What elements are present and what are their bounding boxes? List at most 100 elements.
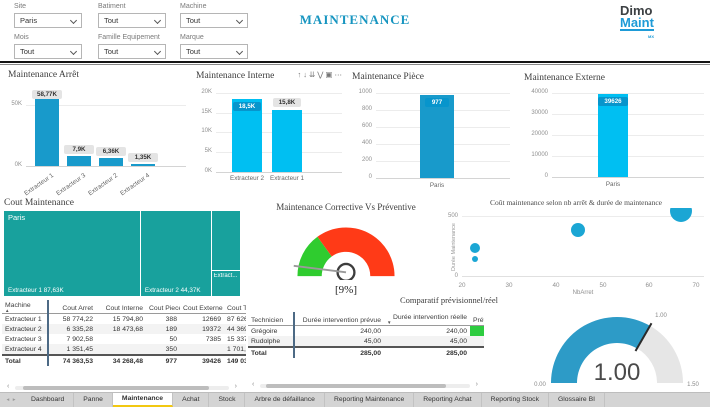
x-axis (216, 172, 342, 173)
chart-title: Maintenance Corrective Vs Préventive (276, 202, 416, 212)
col-header-previsionnel[interactable]: Prévisionnel v (470, 312, 484, 326)
cell: Rudolphe (248, 336, 295, 347)
tab-achat[interactable]: Achat (173, 393, 210, 407)
treemap-block-small-top[interactable] (211, 211, 240, 272)
scrollbar-thumb[interactable] (266, 384, 446, 388)
table-total-row: Total 74 363,53 34 268,48 977 39426 149 … (2, 354, 246, 366)
col-header-cout-externe[interactable]: Cout Externe (180, 300, 224, 314)
gauge-green-segment (297, 236, 332, 277)
bar-paris[interactable] (420, 95, 454, 178)
bubble-point[interactable] (472, 256, 478, 262)
scroll-right-icon[interactable]: › (234, 383, 237, 390)
drill-down-icon[interactable]: ↓ (303, 70, 309, 79)
col-header-duree-reelle[interactable]: Durée intervention réelle ▼ (384, 312, 470, 326)
chart-title: Maintenance Externe (524, 73, 605, 83)
gridline (376, 93, 510, 94)
gauge-arc (293, 227, 395, 280)
treemap-block-extracteur-1[interactable]: Paris Extracteur 1 87,63K (4, 211, 141, 296)
bar-extracteur-1[interactable] (35, 95, 59, 166)
gauge-min-label: 0.00 (534, 382, 546, 388)
tab-panne[interactable]: Panne (74, 393, 113, 407)
gridline (552, 114, 704, 115)
scroll-left-icon[interactable]: ‹ (252, 381, 255, 388)
y-tick: 0K (204, 168, 212, 174)
table-total-row: Total 285,00 285,00 (248, 346, 484, 358)
tab-nav-right-icon[interactable]: ▸ (12, 397, 16, 403)
treemap-label: Extracteur 2 44,37K (144, 287, 201, 294)
treemap-area: Paris Extracteur 1 87,63K Extracteur 2 4… (4, 211, 240, 296)
col-header-cout-arret[interactable]: Cout Arret (48, 300, 96, 314)
bar-paris[interactable] (598, 94, 628, 177)
y-axis-label: Durée Maintenance (451, 223, 457, 272)
tab-nav-left-icon[interactable]: ◂ (6, 397, 10, 403)
cell: Total (2, 354, 49, 366)
bubble-point[interactable] (571, 223, 585, 237)
tab-reporting-stock[interactable]: Reporting Stock (482, 393, 549, 407)
bar-extracteur-2[interactable] (99, 158, 123, 166)
more-options-icon[interactable]: ⋯ (334, 70, 344, 79)
bubble-point[interactable] (670, 208, 692, 222)
y-tick: 5K (204, 148, 212, 154)
bar-extracteur-4[interactable] (131, 164, 155, 166)
scroll-left-icon[interactable]: ‹ (7, 383, 10, 390)
cell: 15 337,5 (227, 335, 246, 343)
tab-glossaire-bi[interactable]: Glossaire BI (549, 393, 605, 407)
col-header-machine[interactable]: Machine ▲ (2, 300, 49, 314)
cell: 240,00 (446, 327, 467, 335)
filter-batiment-value: Tout (104, 16, 119, 25)
bar-extracteur-2[interactable] (232, 99, 262, 172)
tab-maintenance[interactable]: Maintenance (112, 393, 174, 407)
gauge-red-segment (317, 227, 395, 277)
data-label: 977 (425, 98, 449, 107)
y-tick: 600 (361, 123, 372, 129)
cell: 44 369,9 (224, 324, 246, 334)
filter-batiment[interactable]: Tout (98, 13, 166, 28)
cell: 19372 (180, 324, 224, 334)
filter-marque[interactable]: Tout (180, 44, 248, 59)
bar-extracteur-3[interactable] (67, 156, 91, 166)
filter-label-mois: Mois (14, 34, 29, 41)
col-header-duree-prevue[interactable]: Durée intervention prévue (294, 312, 384, 326)
filter-machine[interactable]: Tout (180, 13, 248, 28)
cell: 388 (165, 315, 177, 323)
filter-label-famille: Famille Equipement (98, 34, 160, 41)
scrollbar-thumb[interactable] (23, 386, 209, 390)
scroll-right-icon[interactable]: › (475, 381, 478, 388)
filter-mois[interactable]: Tout (14, 44, 82, 59)
drill-next-level-icon[interactable]: ⇊ (308, 70, 318, 79)
cell (470, 346, 484, 358)
cell (180, 344, 224, 355)
maintenance-externe-chart: Maintenance Externe 40000 30000 20000 10… (520, 70, 708, 196)
tab-arbre-de-defaillance[interactable]: Arbre de défaillance (245, 393, 325, 407)
filter-famille-equipement[interactable]: Tout (98, 44, 166, 59)
data-label: 15,8K (273, 98, 301, 107)
tab-stock[interactable]: Stock (209, 393, 246, 407)
tab-reporting-maintenance[interactable]: Reporting Maintenance (325, 393, 415, 407)
y-tick: 500 (447, 213, 458, 219)
y-tick: 10K (201, 128, 212, 134)
tab-dashboard[interactable]: Dashboard (22, 393, 75, 407)
tab-reporting-achat[interactable]: Reporting Achat (414, 393, 482, 407)
table-row: Extracteur 3 7 902,58 50 7385 15 337,5 (2, 334, 246, 344)
filter-site[interactable]: Paris (14, 13, 82, 28)
col-header-cout-total[interactable]: Cout Tota (224, 300, 246, 314)
y-tick: 40000 (531, 89, 548, 95)
y-tick: 30000 (531, 110, 548, 116)
focus-mode-icon[interactable]: ▣ (325, 70, 335, 79)
table-row: Extracteur 2 6 335,28 18 473,68 189 1937… (2, 324, 246, 334)
bar-extracteur-1[interactable] (272, 110, 302, 172)
cell: 1 351,45 (48, 344, 96, 355)
col-header-technicien[interactable]: Technicien (248, 312, 295, 326)
treemap-block-extracteur-2[interactable]: Extracteur 2 44,37K (140, 211, 212, 296)
cell: 350 (146, 344, 180, 355)
bubble-point[interactable] (470, 243, 480, 253)
x-tick: 20 (458, 282, 466, 289)
col-header-cout-interne[interactable]: Cout Interne (96, 300, 146, 314)
treemap-block-small-bottom[interactable]: Extract... (211, 271, 240, 296)
expand-all-icon[interactable]: ⋁ (317, 70, 326, 79)
col-header-cout-piece[interactable]: Cout Piece (146, 300, 180, 314)
x-axis (552, 177, 704, 178)
drill-up-icon[interactable]: ↑ (297, 70, 304, 79)
chevron-down-icon (235, 47, 244, 56)
